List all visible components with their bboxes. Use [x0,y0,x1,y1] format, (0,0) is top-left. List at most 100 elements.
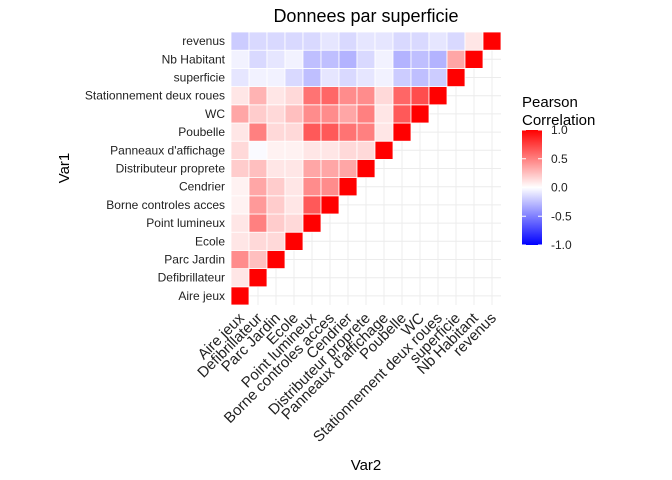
heatmap-cell-parc-jardin-point-lumineux [266,213,286,233]
chart-title: Donnees par superficie [273,6,458,26]
heatmap-cell-distributeur-proprete-wc [356,104,376,124]
heatmap-cell-cendrier-panneaux-d-affichage [338,140,358,160]
heatmap-cell-ecole-panneaux-d-affichage [284,140,304,160]
y-tick-label-wc: WC [205,107,225,121]
heatmap-cell-point-lumineux-cendrier [302,177,322,197]
legend-tick-label: -0.5 [551,209,572,223]
heatmap-cell-poubelle-superficie [392,68,412,88]
y-tick-label-aire-jeux: Aire jeux [178,289,225,303]
heatmap-cell-ecole-point-lumineux [284,213,304,233]
heatmap-cell-panneaux-d-affichage-stationnement-deux-roues [374,86,394,106]
heatmap-cell-panneaux-d-affichage-wc [374,104,394,124]
heatmap-cell-aire-jeux-revenus [230,31,250,51]
heatmap-cell-borne-controles-acces-revenus [320,31,340,51]
heatmap-cell-poubelle-stationnement-deux-roues [392,86,412,106]
heatmap-cell-defibrillateur-panneaux-d-affichage [248,140,268,160]
heatmap-cell-aire-jeux-defibrillateur [230,268,250,288]
heatmap-cell-aire-jeux-poubelle [230,122,250,142]
y-tick-label-stationnement-deux-roues: Stationnement deux roues [85,89,225,103]
heatmap-cell-parc-jardin-superficie [266,68,286,88]
heatmap-cell-defibrillateur-wc [248,104,268,124]
legend-colorbar [522,130,542,245]
heatmap-cell-parc-jardin-cendrier [266,177,286,197]
heatmap-cell-ecole-superficie [284,68,304,88]
heatmap-cell-aire-jeux-wc [230,104,250,124]
heatmap-cell-aire-jeux-cendrier [230,177,250,197]
heatmap-cell-borne-controles-acces-distributeur-proprete [320,158,340,178]
heatmap-cell-defibrillateur-parc-jardin [248,249,268,269]
heatmap-cell-defibrillateur-distributeur-proprete [248,158,268,178]
heatmap-cell-borne-controles-acces-cendrier [320,177,340,197]
heatmap-cell-revenus-revenus [482,31,502,51]
heatmap-cell-poubelle-wc [392,104,412,124]
heatmap-cell-aire-jeux-ecole [230,231,250,251]
y-tick-label-cendrier: Cendrier [179,180,225,194]
heatmap-cell-stationnement-deux-roues-nb-habitant [428,49,448,69]
heatmap-cell-wc-wc [410,104,430,124]
heatmap-cell-borne-controles-acces-borne-controles-acces [320,195,340,215]
heatmap-cell-cendrier-cendrier [338,177,358,197]
heatmap-cell-parc-jardin-distributeur-proprete [266,158,286,178]
heatmap-cell-stationnement-deux-roues-stationnement-deux-roues [428,86,448,106]
legend-tick-label: -1.0 [551,238,572,252]
heatmap-cell-borne-controles-acces-stationnement-deux-roues [320,86,340,106]
heatmap-cell-cendrier-wc [338,104,358,124]
y-tick-label-distributeur-proprete: Distributeur proprete [116,162,226,176]
heatmap-cell-parc-jardin-stationnement-deux-roues [266,86,286,106]
heatmap-cell-cendrier-stationnement-deux-roues [338,86,358,106]
heatmap-cell-superficie-superficie [446,68,466,88]
heatmap-cell-wc-stationnement-deux-roues [410,86,430,106]
heatmap-cell-superficie-revenus [446,31,466,51]
heatmap-cell-cendrier-nb-habitant [338,49,358,69]
legend-tick-label: 1.0 [551,123,568,137]
heatmap-cell-ecole-revenus [284,31,304,51]
heatmap-cell-wc-superficie [410,68,430,88]
legend-title-line1: Pearson [522,94,578,111]
heatmap-cell-panneaux-d-affichage-superficie [374,68,394,88]
heatmap-cell-nb-habitant-revenus [464,31,484,51]
y-tick-label-ecole: Ecole [195,234,225,248]
heatmap-cell-aire-jeux-point-lumineux [230,213,250,233]
heatmap-cell-cendrier-distributeur-proprete [338,158,358,178]
legend-tick-label: 0.0 [551,181,568,195]
heatmap-cell-point-lumineux-panneaux-d-affichage [302,140,322,160]
heatmap-cell-parc-jardin-ecole [266,231,286,251]
heatmap-cell-cendrier-revenus [338,31,358,51]
heatmap-cell-aire-jeux-borne-controles-acces [230,195,250,215]
heatmap-cell-point-lumineux-revenus [302,31,322,51]
heatmap-cell-borne-controles-acces-nb-habitant [320,49,340,69]
heatmap-cell-point-lumineux-superficie [302,68,322,88]
heatmap-cell-defibrillateur-defibrillateur [248,268,268,288]
y-tick-label-defibrillateur: Defibrillateur [158,271,225,285]
heatmap-cell-ecole-cendrier [284,177,304,197]
heatmap-cell-ecole-ecole [284,231,304,251]
heatmap-cell-nb-habitant-nb-habitant [464,49,484,69]
heatmap-cell-distributeur-proprete-distributeur-proprete [356,158,376,178]
heatmap-cell-wc-nb-habitant [410,49,430,69]
heatmap-cell-aire-jeux-superficie [230,68,250,88]
y-tick-label-borne-controles-acces: Borne controles acces [106,198,225,212]
heatmap-cell-defibrillateur-nb-habitant [248,49,268,69]
heatmap-cell-distributeur-proprete-superficie [356,68,376,88]
heatmap-cell-distributeur-proprete-stationnement-deux-roues [356,86,376,106]
heatmap-cell-superficie-nb-habitant [446,49,466,69]
legend-ticks: 1.0 0.5 0.0 -0.5 -1.0 [522,123,572,252]
heatmap-cell-defibrillateur-superficie [248,68,268,88]
heatmap-cell-stationnement-deux-roues-superficie [428,68,448,88]
heatmap-cell-defibrillateur-borne-controles-acces [248,195,268,215]
heatmap-cell-point-lumineux-stationnement-deux-roues [302,86,322,106]
heatmap-cell-parc-jardin-revenus [266,31,286,51]
heatmap-cell-parc-jardin-nb-habitant [266,49,286,69]
y-tick-label-superficie: superficie [174,71,226,85]
heatmap-cell-ecole-borne-controles-acces [284,195,304,215]
heatmap-cell-poubelle-revenus [392,31,412,51]
heatmap-cell-defibrillateur-revenus [248,31,268,51]
heatmap-cell-defibrillateur-cendrier [248,177,268,197]
heatmap-cell-distributeur-proprete-revenus [356,31,376,51]
heatmap-cell-defibrillateur-stationnement-deux-roues [248,86,268,106]
heatmap-cell-point-lumineux-borne-controles-acces [302,195,322,215]
heatmap-cell-borne-controles-acces-panneaux-d-affichage [320,140,340,160]
heatmap-cell-parc-jardin-parc-jardin [266,249,286,269]
